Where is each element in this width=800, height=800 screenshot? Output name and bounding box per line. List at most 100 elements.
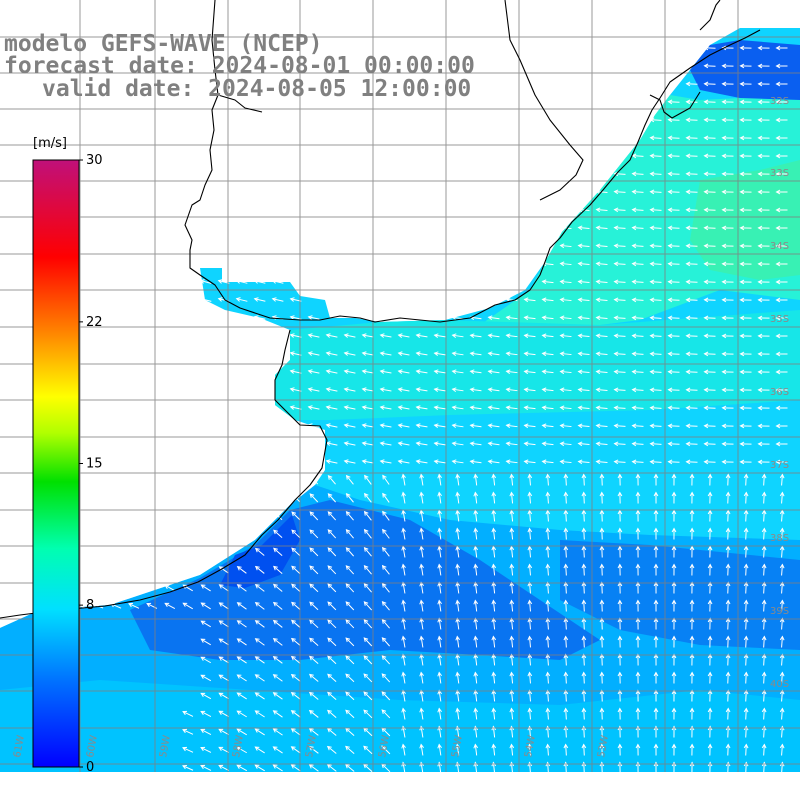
wind-arrow — [775, 189, 788, 195]
wind-arrow — [595, 261, 608, 267]
wind-arrow — [236, 566, 247, 574]
wind-arrow — [739, 351, 752, 357]
wind-arrow — [199, 279, 212, 284]
wind-arrow — [581, 527, 587, 540]
wind-arrow — [581, 599, 587, 612]
wind-arrow — [254, 710, 265, 718]
wind-arrow — [577, 459, 590, 465]
wind-arrow — [635, 545, 641, 558]
wind-arrow — [649, 261, 662, 267]
wind-arrow — [236, 692, 247, 700]
wind-arrow — [272, 601, 283, 610]
wind-arrow — [381, 673, 391, 683]
wind-arrow — [703, 225, 716, 231]
wind-arrow — [545, 635, 551, 648]
wind-arrow — [397, 459, 410, 464]
wind-arrow — [254, 656, 265, 664]
wind-arrow — [779, 671, 785, 684]
wind-arrow — [345, 601, 355, 611]
wind-arrow — [649, 279, 662, 285]
wind-arrow — [761, 599, 767, 612]
title-forecast-date: forecast date: 2024-08-01 00:00:00 — [4, 53, 475, 79]
estuary-zone — [275, 310, 800, 420]
wind-arrow — [326, 763, 337, 772]
wind-arrow — [309, 511, 319, 521]
colorbar-ramp — [32, 159, 80, 768]
wind-arrow — [272, 637, 283, 646]
wind-arrow — [415, 405, 428, 410]
wind-arrow — [721, 459, 734, 465]
wind-arrow — [509, 509, 515, 522]
wind-arrow — [455, 635, 461, 648]
wind-arrow — [671, 599, 677, 612]
wind-arrow — [595, 297, 608, 303]
wind-arrow — [595, 333, 608, 339]
wind-arrow — [327, 493, 336, 503]
wind-arrow — [595, 423, 608, 429]
wind-arrow — [631, 441, 644, 447]
wind-arrow — [761, 491, 767, 504]
wind-arrow — [685, 315, 698, 321]
wind-arrow — [415, 387, 428, 392]
coastline — [0, 0, 761, 619]
wind-arrow — [401, 563, 406, 576]
wind-arrow — [779, 473, 785, 486]
wind-arrow — [743, 545, 749, 558]
latitude-label: 33S — [770, 168, 789, 179]
wind-arrow — [775, 297, 788, 303]
wind-arrow — [613, 297, 626, 303]
wind-arrow — [761, 509, 767, 522]
wind-arrow — [345, 691, 355, 701]
calm-zone — [130, 500, 600, 660]
wind-arrow — [617, 707, 623, 720]
wind-arrow — [491, 743, 497, 756]
wind-arrow — [743, 563, 749, 576]
wind-arrow — [635, 635, 641, 648]
wind-arrow — [451, 315, 464, 320]
wind-arrow — [725, 491, 731, 504]
wind-arrow — [182, 602, 194, 610]
wind-arrow — [595, 189, 608, 195]
wind-arrow — [433, 423, 446, 428]
wind-arrow — [757, 405, 770, 411]
wind-arrow — [345, 529, 354, 539]
wind-arrow — [613, 333, 626, 339]
wind-arrow — [469, 333, 482, 339]
wind-arrow — [451, 423, 464, 428]
wind-arrow — [272, 764, 283, 772]
wind-arrow — [649, 351, 662, 357]
wind-arrow — [509, 563, 515, 576]
wind-arrow — [631, 279, 644, 285]
longitude-labels: 61W 60W 59W 58W 57W 56W 55W 54W 53W — [12, 734, 611, 758]
wind-arrow — [599, 707, 605, 720]
wind-arrow — [559, 405, 572, 411]
wind-arrow — [363, 691, 373, 701]
wind-arrow — [505, 351, 518, 357]
wind-arrow — [685, 189, 698, 195]
wind-arrow — [775, 207, 788, 213]
wind-arrow — [541, 423, 554, 429]
wind-arrow — [218, 728, 230, 736]
wind-arrow — [509, 527, 515, 540]
wind-arrow — [379, 459, 392, 464]
wind-arrow — [455, 743, 461, 756]
wind-arrow — [685, 153, 698, 159]
wind-arrow — [721, 405, 734, 411]
wind-arrow — [595, 441, 608, 447]
wind-arrow — [631, 333, 644, 339]
wind-arrow — [379, 333, 392, 338]
wind-arrow — [487, 387, 500, 393]
wind-arrow — [685, 225, 698, 231]
wind-arrow — [327, 637, 337, 647]
wind-arrow — [345, 583, 355, 593]
wind-arrow — [379, 423, 392, 428]
wind-arrow — [577, 333, 590, 339]
wind-arrow — [635, 527, 641, 540]
wind-arrow — [254, 728, 265, 736]
wind-arrow — [361, 459, 374, 464]
wind-arrow — [523, 333, 536, 339]
wind-arrow — [707, 743, 713, 756]
wind-arrow — [671, 473, 677, 486]
wind-arrow — [775, 63, 788, 69]
wind-arrow — [309, 565, 319, 575]
